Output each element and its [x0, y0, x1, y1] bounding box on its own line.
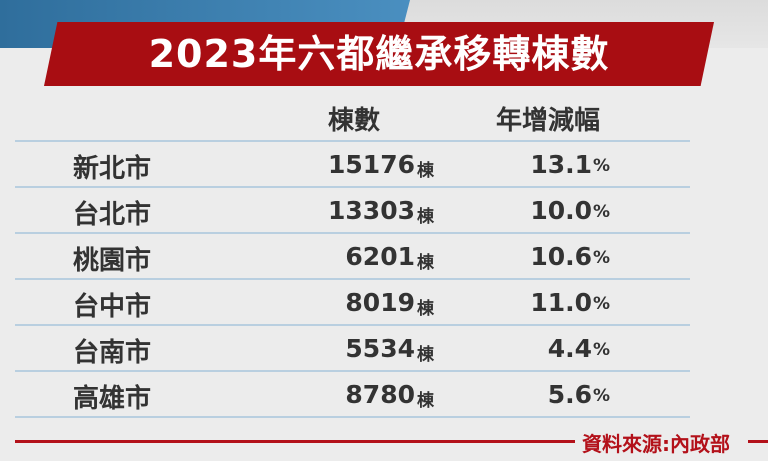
count-unit: 棟	[417, 253, 434, 273]
change-unit: %	[593, 294, 611, 314]
row-divider	[15, 416, 690, 418]
count-value: 15176	[328, 150, 415, 179]
change-unit: %	[593, 202, 611, 222]
city-name: 桃園市	[73, 246, 152, 276]
change-value: 4.4	[547, 334, 592, 363]
count-value: 8780	[345, 380, 415, 409]
change-unit: %	[593, 248, 611, 268]
table-row: 高雄市 8780 棟 5.6 %	[15, 370, 690, 416]
change-value: 11.0	[530, 288, 592, 317]
count-value: 8019	[345, 288, 415, 317]
count-value: 6201	[345, 242, 415, 271]
change-unit: %	[593, 156, 611, 176]
city-name: 台南市	[73, 338, 152, 368]
change-value: 5.6	[547, 380, 592, 409]
table-row: 台中市 8019 棟 11.0 %	[15, 278, 690, 324]
table-row: 台南市 5534 棟 4.4 %	[15, 324, 690, 370]
count-unit: 棟	[417, 345, 434, 365]
table-row: 桃園市 6201 棟 10.6 %	[15, 232, 690, 278]
header-count: 棟數	[328, 106, 381, 136]
change-unit: %	[593, 386, 611, 406]
table-panel	[0, 48, 768, 461]
count-unit: 棟	[417, 207, 434, 227]
footer-line-left	[15, 440, 575, 443]
city-name: 新北市	[73, 154, 152, 184]
city-name: 高雄市	[73, 384, 152, 414]
change-unit: %	[593, 340, 611, 360]
title-banner	[44, 22, 714, 86]
footer-line-right	[748, 440, 768, 443]
count-unit: 棟	[417, 161, 434, 181]
change-value: 13.1	[530, 150, 592, 179]
table-row: 台北市 13303 棟 10.0 %	[15, 186, 690, 232]
source-label: 資料來源:內政部	[582, 432, 730, 456]
table-row: 新北市 15176 棟 13.1 %	[15, 140, 690, 186]
count-unit: 棟	[417, 391, 434, 411]
header-change: 年增減幅	[496, 106, 601, 136]
change-value: 10.6	[530, 242, 592, 271]
page-title: 2023年六都繼承移轉棟數	[148, 32, 610, 76]
city-name: 台中市	[73, 292, 152, 322]
count-unit: 棟	[417, 299, 434, 319]
city-name: 台北市	[73, 200, 152, 230]
change-value: 10.0	[530, 196, 592, 225]
count-value: 13303	[328, 196, 415, 225]
count-value: 5534	[345, 334, 415, 363]
